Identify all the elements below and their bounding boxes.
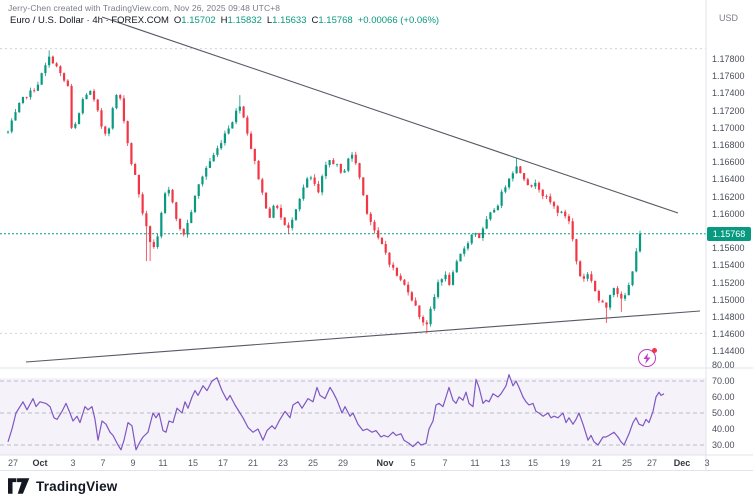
rsi-line bbox=[7, 374, 665, 451]
ohlc-key: H bbox=[220, 15, 228, 26]
ohlc-value: 1.15768 bbox=[318, 15, 353, 26]
price-axis-label: 1.16200 bbox=[712, 191, 745, 202]
time-axis-label: 3 bbox=[70, 458, 76, 468]
time-axis-label: 11 bbox=[470, 458, 480, 468]
time-axis-label: 21 bbox=[247, 458, 259, 468]
rsi-pane-background bbox=[0, 378, 706, 455]
price-axis-label: 1.17400 bbox=[712, 88, 745, 99]
notification-dot bbox=[652, 348, 657, 353]
last-price-badge: 1.15768 bbox=[707, 226, 751, 241]
time-axis-month-label: Dec bbox=[673, 458, 691, 468]
time-axis-label: 25 bbox=[307, 458, 319, 468]
time-axis-label: 25 bbox=[621, 458, 633, 468]
time-axis-label: 23 bbox=[277, 458, 289, 468]
currency-label: USD bbox=[719, 13, 739, 23]
price-axis-label: 1.16800 bbox=[712, 140, 745, 150]
time-axis-label: 13 bbox=[499, 458, 511, 468]
ohlc-value: 1.15832 bbox=[227, 15, 262, 26]
price-axis-label: 1.17000 bbox=[712, 122, 745, 133]
price-axis-label: 1.15200 bbox=[712, 277, 745, 288]
price-change: +0.00066 (+0.06%) bbox=[357, 15, 440, 26]
tradingview-logo-text: TradingView bbox=[36, 478, 118, 494]
rsi-axis-label: 30.00 bbox=[712, 440, 735, 450]
price-axis-label: 1.14800 bbox=[712, 312, 745, 322]
time-axis-label: 7 bbox=[442, 458, 448, 468]
price-axis-label: 1.17200 bbox=[712, 105, 745, 116]
price-axis-label: 1.15600 bbox=[712, 243, 745, 254]
price-axis-label: 1.14600 bbox=[712, 329, 745, 340]
rsi-axis-label: 50.00 bbox=[712, 408, 735, 418]
price-axis-label: 1.15000 bbox=[712, 294, 745, 305]
candles-layer bbox=[6, 50, 642, 334]
ohlc-value: 1.15702 bbox=[181, 15, 216, 26]
trendline-descending-resistance bbox=[101, 16, 679, 214]
time-axis-label: 17 bbox=[217, 458, 229, 468]
time-axis-label: 9 bbox=[130, 458, 136, 468]
price-axis-label: 1.16400 bbox=[712, 174, 745, 185]
time-axis-month-label: Nov bbox=[376, 458, 394, 468]
ohlc-key: L bbox=[266, 15, 273, 26]
rsi-axis-label: 70.00 bbox=[712, 376, 735, 386]
time-axis-label: 5 bbox=[410, 458, 416, 468]
time-axis-label: 19 bbox=[559, 458, 571, 468]
ohlc-values: O1.15702 H1.15832 L1.15633 C1.15768 bbox=[169, 15, 353, 26]
lightning-bolt-icon bbox=[643, 352, 651, 364]
symbol-header: Euro / U.S. Dollar · 4h · FOREX.COM O1.15… bbox=[10, 15, 439, 26]
time-axis-label: 15 bbox=[187, 458, 199, 468]
time-axis-label: 21 bbox=[591, 458, 603, 468]
rsi-axis-label: 40.00 bbox=[712, 424, 735, 434]
flash-event-icon[interactable] bbox=[638, 348, 657, 367]
tradingview-logo[interactable]: TradingView bbox=[8, 478, 117, 494]
time-axis-label: 27 bbox=[646, 458, 658, 468]
time-axis-label: 29 bbox=[337, 458, 349, 468]
price-axis-label: 1.17600 bbox=[712, 71, 745, 82]
ohlc-value: 1.15633 bbox=[272, 15, 307, 26]
time-axis-month-label: Oct bbox=[32, 458, 48, 468]
time-axis-label: 27 bbox=[7, 458, 19, 468]
price-axis-label: 1.14400 bbox=[712, 346, 745, 357]
symbol-title[interactable]: Euro / U.S. Dollar · 4h · FOREX.COM bbox=[10, 15, 169, 26]
time-axis-label: 15 bbox=[527, 458, 539, 468]
price-axis-label: 1.17800 bbox=[712, 54, 745, 64]
attribution-text: Jerry-Chen created with TradingView.com,… bbox=[8, 3, 281, 13]
ohlc-key: O bbox=[173, 15, 182, 26]
rsi-axis-label: 80.00 bbox=[712, 360, 735, 370]
rsi-axis-label: 60.00 bbox=[712, 392, 735, 402]
price-axis-label: 1.15400 bbox=[712, 260, 745, 271]
tradingview-mark-icon bbox=[8, 478, 30, 494]
trendline-ascending-support bbox=[25, 310, 701, 363]
ohlc-key: C bbox=[311, 15, 319, 26]
price-axis-label: 1.16000 bbox=[712, 208, 745, 219]
price-axis-label: 1.16600 bbox=[712, 157, 745, 168]
time-axis-label: 7 bbox=[100, 458, 106, 468]
time-axis-label: 3 bbox=[704, 458, 710, 468]
time-axis-label: 11 bbox=[158, 458, 168, 468]
